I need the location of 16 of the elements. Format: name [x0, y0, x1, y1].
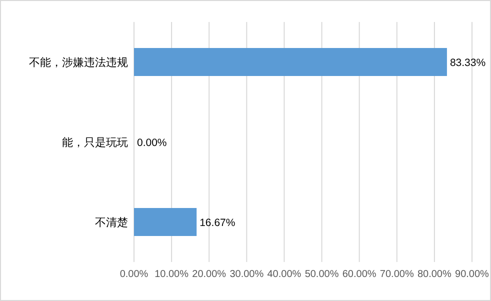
data-label: 0.00%: [137, 137, 167, 149]
x-tick-label: 0.00%: [120, 269, 148, 280]
y-tick-label: 不清楚: [95, 216, 128, 229]
x-tick-label: 10.00%: [154, 269, 189, 280]
x-tick-label: 50.00%: [304, 269, 339, 280]
data-label: 16.67%: [200, 217, 236, 229]
x-tick-label: 20.00%: [192, 269, 226, 280]
x-tick-label: 90.00%: [455, 269, 490, 280]
x-tick-label: 70.00%: [380, 269, 414, 280]
y-tick-label: 能，只是玩玩: [62, 136, 128, 149]
y-tick-label: 不能，涉嫌违法违规: [29, 56, 128, 69]
x-tick-label: 30.00%: [230, 269, 264, 280]
x-tick-label: 40.00%: [267, 269, 302, 280]
data-label: 83.33%: [450, 57, 486, 69]
x-tick-label: 60.00%: [342, 269, 376, 280]
x-tick-label: 80.00%: [417, 269, 452, 280]
